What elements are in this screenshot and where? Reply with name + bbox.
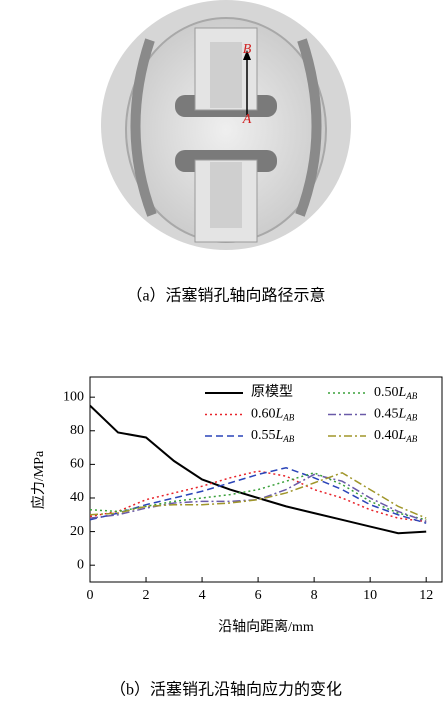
point-label: A xyxy=(242,112,252,127)
legend-label: 原模型 xyxy=(251,384,293,400)
x-tick-label: 2 xyxy=(143,588,150,603)
x-tick-label: 4 xyxy=(199,588,206,603)
y-tick-label: 20 xyxy=(70,524,84,539)
y-tick-label: 40 xyxy=(70,490,84,505)
x-tick-label: 12 xyxy=(419,588,433,603)
point-label: B xyxy=(243,42,252,57)
y-tick-label: 60 xyxy=(70,457,84,472)
y-tick-label: 100 xyxy=(63,389,84,404)
x-axis-label: 沿轴向距离/mm xyxy=(218,618,314,635)
caption: （b）活塞销孔沿轴向应力的变化 xyxy=(110,680,342,699)
legend-label: 0.55LAB xyxy=(251,428,295,444)
caption: （a）活塞销孔轴向路径示意 xyxy=(126,286,325,305)
x-tick-label: 0 xyxy=(87,588,94,603)
y-tick-label: 0 xyxy=(77,557,84,572)
legend-label: 0.60LAB xyxy=(251,407,295,423)
y-axis-label: 应力/MPa xyxy=(30,450,47,509)
y-tick-label: 80 xyxy=(70,423,84,438)
plot-lines xyxy=(90,406,426,534)
piston-illustration xyxy=(101,0,351,250)
figure: B A （a）活塞销孔轴向路径示意 （b）活塞销孔沿轴向应力的变化 沿轴向距离/… xyxy=(0,0,443,711)
x-tick-label: 8 xyxy=(311,588,318,603)
x-tick-label: 6 xyxy=(255,588,262,603)
legend-label: 0.45LAB xyxy=(374,407,418,423)
series-line xyxy=(90,473,426,520)
x-tick-label: 10 xyxy=(363,588,377,603)
legend-label: 0.40LAB xyxy=(374,428,418,444)
series-line xyxy=(90,473,426,518)
series-line xyxy=(90,406,426,534)
series-line xyxy=(90,471,426,521)
legend-label: 0.50LAB xyxy=(374,385,418,401)
series-line xyxy=(90,468,426,523)
